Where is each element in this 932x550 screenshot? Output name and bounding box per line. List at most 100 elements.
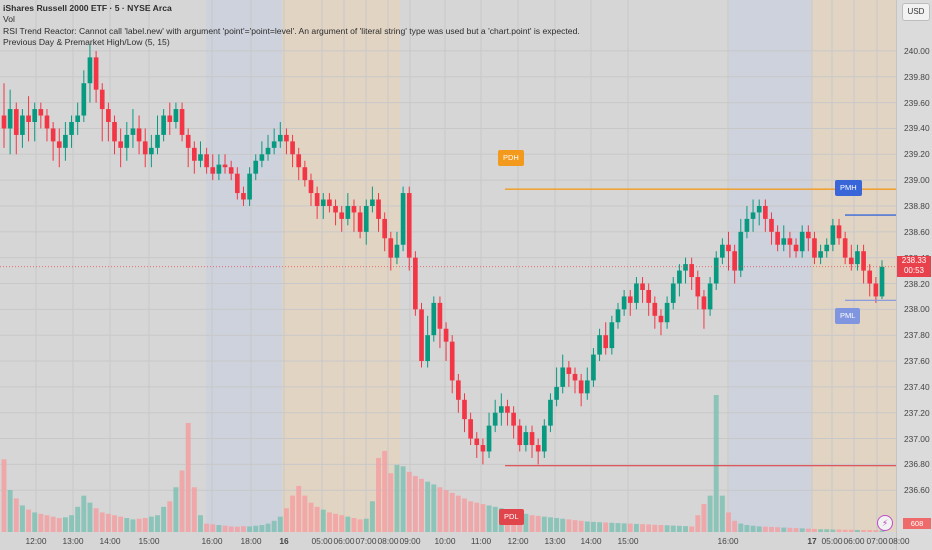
price-tick-label: 237.80 [904, 330, 930, 341]
volume-bar [719, 495, 725, 532]
candle-body [26, 115, 31, 122]
volume-bar [19, 505, 25, 532]
candle-body [670, 283, 676, 303]
candle-body [247, 173, 252, 200]
volume-bar [406, 471, 412, 532]
volume-bar [412, 476, 418, 532]
pdh-indicator-label[interactable]: Previous Day & Premarket High/Low (5, 15… [3, 37, 170, 48]
volume-bar [130, 519, 136, 532]
time-tick-label: 13:00 [62, 536, 84, 546]
volume-bar [32, 512, 38, 532]
candle-body [652, 302, 658, 316]
candle-body [167, 115, 173, 122]
symbol-title[interactable]: iShares Russell 2000 ETF · 5 · NYSE Arca [3, 3, 172, 13]
volume-bar [670, 525, 676, 532]
candle-body [394, 244, 400, 258]
candle-body [376, 199, 381, 219]
volume-bar [455, 495, 461, 532]
candle-body [818, 251, 823, 258]
time-tick-label: 05:00 [821, 536, 843, 546]
volume-bar [867, 530, 873, 532]
candle-body [87, 57, 93, 84]
volume-bar [836, 529, 842, 532]
volume-bar [873, 530, 879, 532]
time-tick-label: 16:00 [717, 536, 739, 546]
time-tick-label: 07:00 [866, 536, 888, 546]
volume-bar [775, 527, 781, 532]
volume-bar [26, 509, 32, 532]
candle-body [308, 180, 314, 194]
time-tick-label: 07:00 [355, 536, 377, 546]
volume-bar [744, 525, 750, 532]
volume-bar [419, 478, 424, 532]
volume-bar [13, 498, 19, 532]
volume-bar [296, 485, 302, 532]
volume-bar [474, 502, 480, 532]
volume-bar [529, 515, 535, 532]
candle-body [198, 154, 203, 161]
volume-bar [652, 524, 658, 532]
candle-body [234, 173, 240, 194]
lightning-icon[interactable]: ⚡ [877, 515, 893, 531]
volume-bar [566, 519, 572, 532]
candle-body [677, 270, 682, 284]
volume-bar [148, 516, 154, 532]
volume-bar [302, 495, 308, 532]
volume-bar [787, 527, 793, 532]
volume-bar [640, 524, 646, 532]
volume-bar [683, 526, 688, 532]
candle-body [302, 167, 308, 181]
candle-body [879, 266, 885, 297]
candle-body [486, 425, 492, 452]
time-tick-label: 10:00 [434, 536, 456, 546]
candle-body [456, 380, 461, 400]
volume-bar [339, 515, 345, 532]
volume-bar [842, 529, 848, 532]
volume-bar [560, 518, 566, 532]
price-tick-label: 237.40 [904, 381, 930, 392]
candle-body [683, 264, 688, 271]
candle-body [848, 257, 854, 265]
last-price-value: 238.33 [901, 256, 927, 265]
candle-body [161, 115, 166, 135]
volume-bar [38, 513, 44, 532]
candle-body [855, 251, 860, 265]
candle-body [271, 141, 277, 148]
candle-body [492, 412, 498, 426]
price-tick-label: 238.00 [904, 304, 930, 315]
candle-body [523, 432, 529, 446]
volume-bar [535, 515, 541, 532]
candle-body [357, 212, 363, 232]
candle-body [284, 134, 289, 142]
candle-body [695, 277, 701, 297]
candle-body [621, 296, 627, 310]
volume-bar [437, 487, 443, 532]
volume-bar [646, 524, 652, 532]
candle-body [842, 238, 848, 258]
candle-body [265, 147, 271, 155]
volume-bar [179, 470, 185, 532]
candle-body [591, 354, 596, 381]
currency-selector[interactable]: USD [902, 3, 930, 21]
candle-body [566, 367, 572, 374]
volume-bar [805, 528, 811, 532]
candle-body [732, 251, 737, 271]
volume-bar [345, 516, 351, 532]
volume-bar [824, 529, 830, 532]
volume-bar [707, 495, 713, 532]
candle-body [32, 109, 38, 122]
candle-body [81, 83, 87, 116]
time-tick-label: 16 [279, 536, 289, 546]
volume-bar [818, 529, 824, 532]
price-tick-label: 237.20 [904, 407, 930, 418]
volume-value-badge: 608 [903, 518, 931, 529]
volume-bar [99, 512, 105, 532]
price-tick-label: 237.60 [904, 356, 930, 367]
volume-bar [590, 521, 596, 532]
candle-body [627, 296, 633, 303]
volume-indicator-label[interactable]: Vol [3, 14, 15, 25]
volume-bar [56, 518, 62, 532]
candle-body [259, 154, 265, 161]
candle-body [222, 164, 228, 168]
